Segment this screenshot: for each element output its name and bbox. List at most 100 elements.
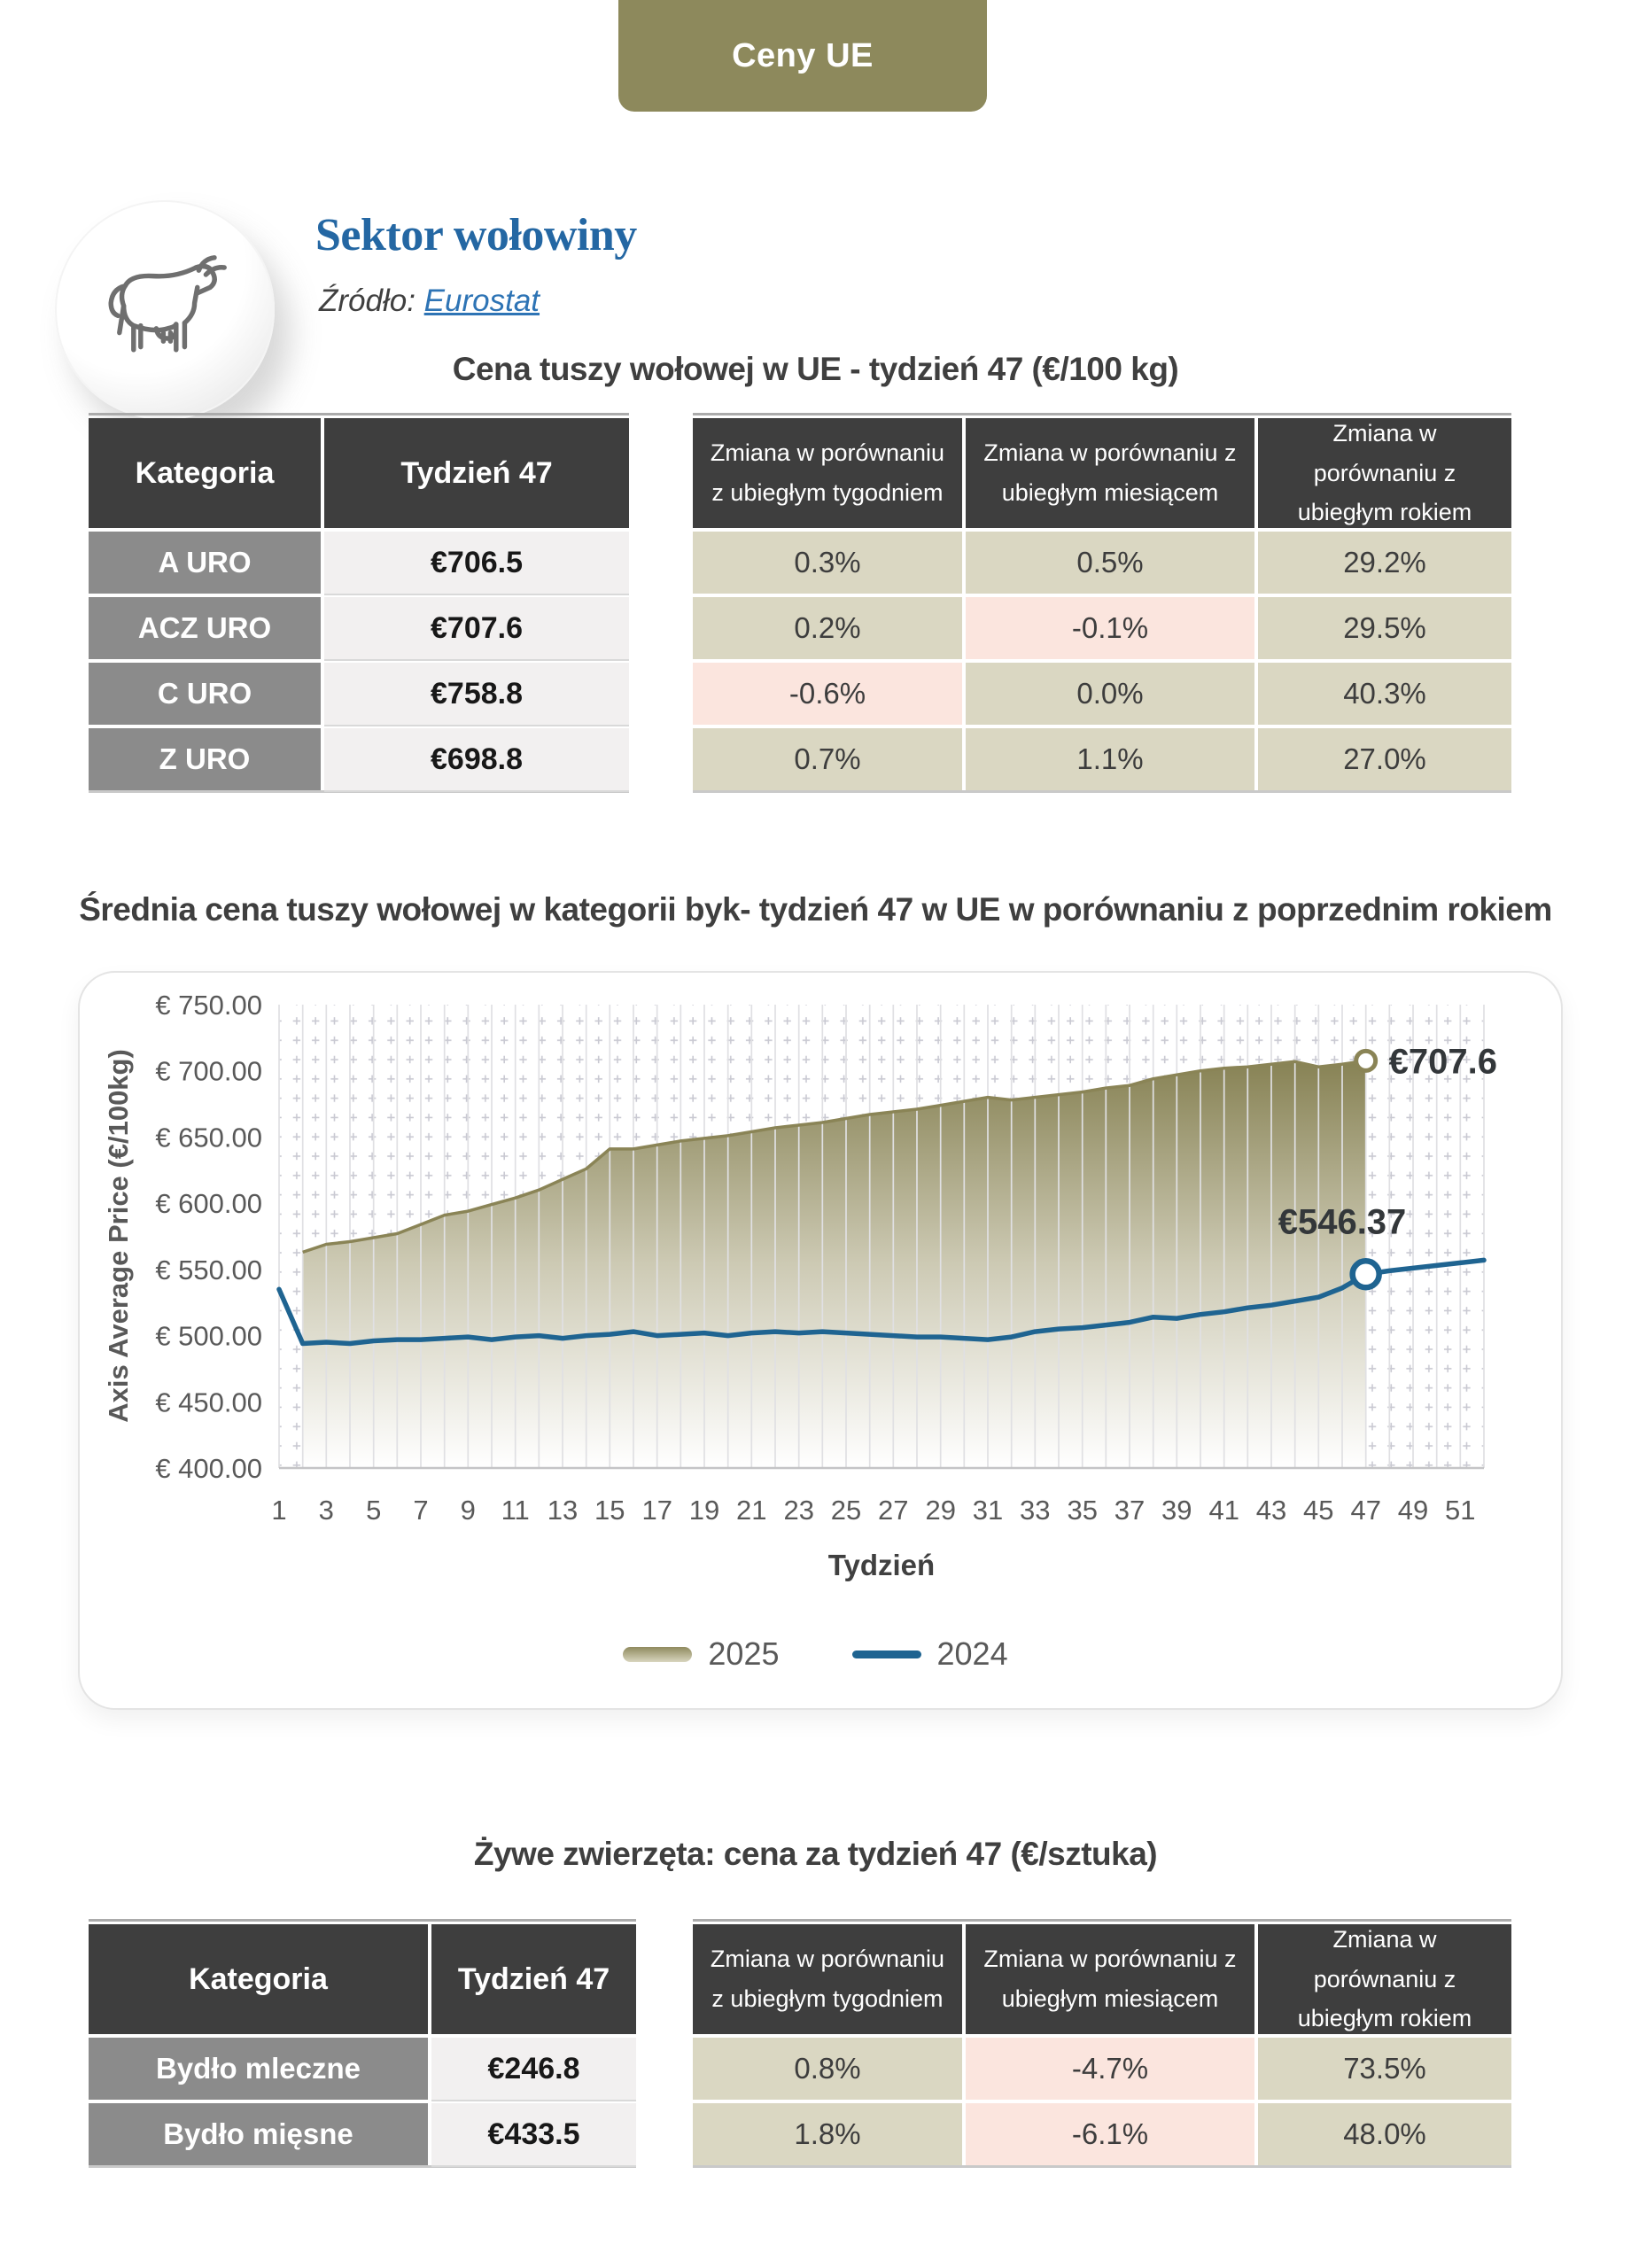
svg-text:45: 45 [1303, 1495, 1333, 1526]
svg-text:49: 49 [1398, 1495, 1428, 1526]
svg-text:5: 5 [366, 1495, 381, 1526]
category-cell: C URO [89, 663, 321, 725]
change-cell: -6.1% [966, 2103, 1254, 2165]
svg-text:Tydzień: Tydzień [828, 1549, 935, 1581]
chart-title: Średnia cena tuszy wołowej w kategorii b… [79, 891, 1552, 928]
category-cell: Bydło mleczne [89, 2038, 428, 2100]
category-cell: Bydło mięsne [89, 2103, 428, 2165]
svg-text:€ 750.00: € 750.00 [155, 990, 262, 1021]
header-cell-change: Zmiana w porównaniu z ubiegłym rokiem [1258, 418, 1511, 528]
change-cell: 48.0% [1258, 2103, 1511, 2165]
svg-text:31: 31 [973, 1495, 1003, 1526]
live-price-table: Kategoria Tydzień 47 Bydło mleczne €246.8 By… [89, 1919, 636, 2168]
change-cell: 0.0% [966, 663, 1254, 725]
price-cell: €758.8 [324, 663, 629, 725]
svg-text:23: 23 [783, 1495, 813, 1526]
change-cell: 0.2% [693, 597, 962, 659]
price-chart-card: €707.6 €546.37 € 750.00 € 700.00 € 650.00 € 6… [78, 971, 1563, 1710]
svg-text:€546.37: €546.37 [1278, 1202, 1407, 1241]
change-cell: 0.3% [693, 532, 962, 594]
svg-text:9: 9 [461, 1495, 476, 1526]
source-link-eurostat[interactable]: Eurostat [423, 284, 540, 318]
svg-text:€ 400.00: € 400.00 [155, 1453, 262, 1484]
svg-text:51: 51 [1445, 1495, 1475, 1526]
change-cell: -0.6% [693, 663, 962, 725]
cow-badge [55, 200, 275, 420]
svg-text:37: 37 [1115, 1495, 1145, 1526]
section-title: Sektor wołowiny [315, 210, 637, 260]
legend-swatch-2024 [851, 1650, 921, 1658]
carcass-price-table: Kategoria Tydzień 47 A URO €706.5 ACZ URO €70… [89, 413, 629, 793]
svg-text:11: 11 [501, 1495, 530, 1526]
svg-text:25: 25 [831, 1495, 861, 1526]
source-line: Źródło: Eurostat [319, 284, 540, 319]
cow-icon [108, 255, 227, 353]
svg-text:35: 35 [1067, 1495, 1097, 1526]
section-tab-ceny-ue[interactable]: Ceny UE [618, 0, 987, 112]
svg-text:27: 27 [878, 1495, 908, 1526]
change-cell: 0.8% [693, 2038, 962, 2100]
legend-label-2024: 2024 [936, 1635, 1008, 1672]
price-cell: €246.8 [431, 2038, 636, 2100]
legend-item-2024: 2024 [851, 1635, 1008, 1673]
header-cell-change: Zmiana w porównaniu z ubiegłym miesiącem [966, 1924, 1254, 2034]
carcass-change-table: Zmiana w porównaniu z ubiegłym tygodniem… [693, 413, 1511, 793]
header-cell-change: Zmiana w porównaniu z ubiegłym tygodniem [693, 418, 962, 528]
change-cell: 29.2% [1258, 532, 1511, 594]
svg-text:€ 450.00: € 450.00 [155, 1386, 262, 1418]
svg-text:€ 550.00: € 550.00 [155, 1254, 262, 1285]
svg-text:47: 47 [1350, 1495, 1380, 1526]
live-animals-table-title: Żywe zwierzęta: cena za tydzień 47 (€/sz… [473, 1836, 1158, 1872]
price-cell: €707.6 [324, 597, 629, 659]
change-cell: 0.7% [693, 728, 962, 790]
change-cell: 1.1% [966, 728, 1254, 790]
category-cell: ACZ URO [89, 597, 321, 659]
live-change-table: Zmiana w porównaniu z ubiegłym tygodniem… [693, 1919, 1511, 2168]
price-comparison-chart: €707.6 €546.37 € 750.00 € 700.00 € 650.00 € 6… [103, 990, 1497, 1581]
svg-text:1: 1 [271, 1495, 286, 1526]
svg-text:29: 29 [925, 1495, 955, 1526]
change-cell: 1.8% [693, 2103, 962, 2165]
svg-text:€ 600.00: € 600.00 [155, 1188, 262, 1219]
price-cell: €706.5 [324, 532, 629, 594]
price-cell: €433.5 [431, 2103, 636, 2165]
change-cell: 40.3% [1258, 663, 1511, 725]
change-cell: -4.7% [966, 2038, 1254, 2100]
header-cell-category: Kategoria [89, 1924, 428, 2034]
header-cell-change: Zmiana w porównaniu z ubiegłym tygodniem [693, 1924, 962, 2034]
svg-text:€707.6: €707.6 [1389, 1042, 1497, 1081]
change-cell: 27.0% [1258, 728, 1511, 790]
header-cell-category: Kategoria [89, 418, 321, 528]
svg-text:13: 13 [548, 1495, 578, 1526]
svg-text:15: 15 [594, 1495, 625, 1526]
svg-text:17: 17 [641, 1495, 672, 1526]
header-cell-change: Zmiana w porównaniu z ubiegłym miesiącem [966, 418, 1254, 528]
change-cell: 73.5% [1258, 2038, 1511, 2100]
header-cell-change: Zmiana w porównaniu z ubiegłym rokiem [1258, 1924, 1511, 2034]
svg-text:41: 41 [1208, 1495, 1239, 1526]
chart-legend: 2025 2024 [0, 1635, 1631, 1673]
svg-text:Axis Average Price (€/100kg): Axis Average Price (€/100kg) [103, 1049, 134, 1423]
svg-text:€ 500.00: € 500.00 [155, 1321, 262, 1352]
svg-text:7: 7 [413, 1495, 428, 1526]
header-cell-week: Tydzień 47 [324, 418, 629, 528]
svg-text:39: 39 [1161, 1495, 1192, 1526]
svg-text:33: 33 [1020, 1495, 1050, 1526]
svg-text:€ 700.00: € 700.00 [155, 1056, 262, 1087]
change-cell: 0.5% [966, 532, 1254, 594]
svg-text:43: 43 [1256, 1495, 1286, 1526]
change-cell: 29.5% [1258, 597, 1511, 659]
legend-swatch-2025 [623, 1646, 693, 1662]
legend-item-2025: 2025 [623, 1635, 780, 1673]
category-cell: Z URO [89, 728, 321, 790]
svg-text:€ 650.00: € 650.00 [155, 1122, 262, 1153]
svg-text:19: 19 [689, 1495, 719, 1526]
price-cell: €698.8 [324, 728, 629, 790]
carcass-table-title: Cena tuszy wołowej w UE - tydzień 47 (€/… [452, 351, 1179, 387]
svg-text:21: 21 [736, 1495, 766, 1526]
category-cell: A URO [89, 532, 321, 594]
svg-text:3: 3 [319, 1495, 334, 1526]
change-cell: -0.1% [966, 597, 1254, 659]
source-label: Źródło: [319, 284, 416, 318]
header-cell-week: Tydzień 47 [431, 1924, 636, 2034]
